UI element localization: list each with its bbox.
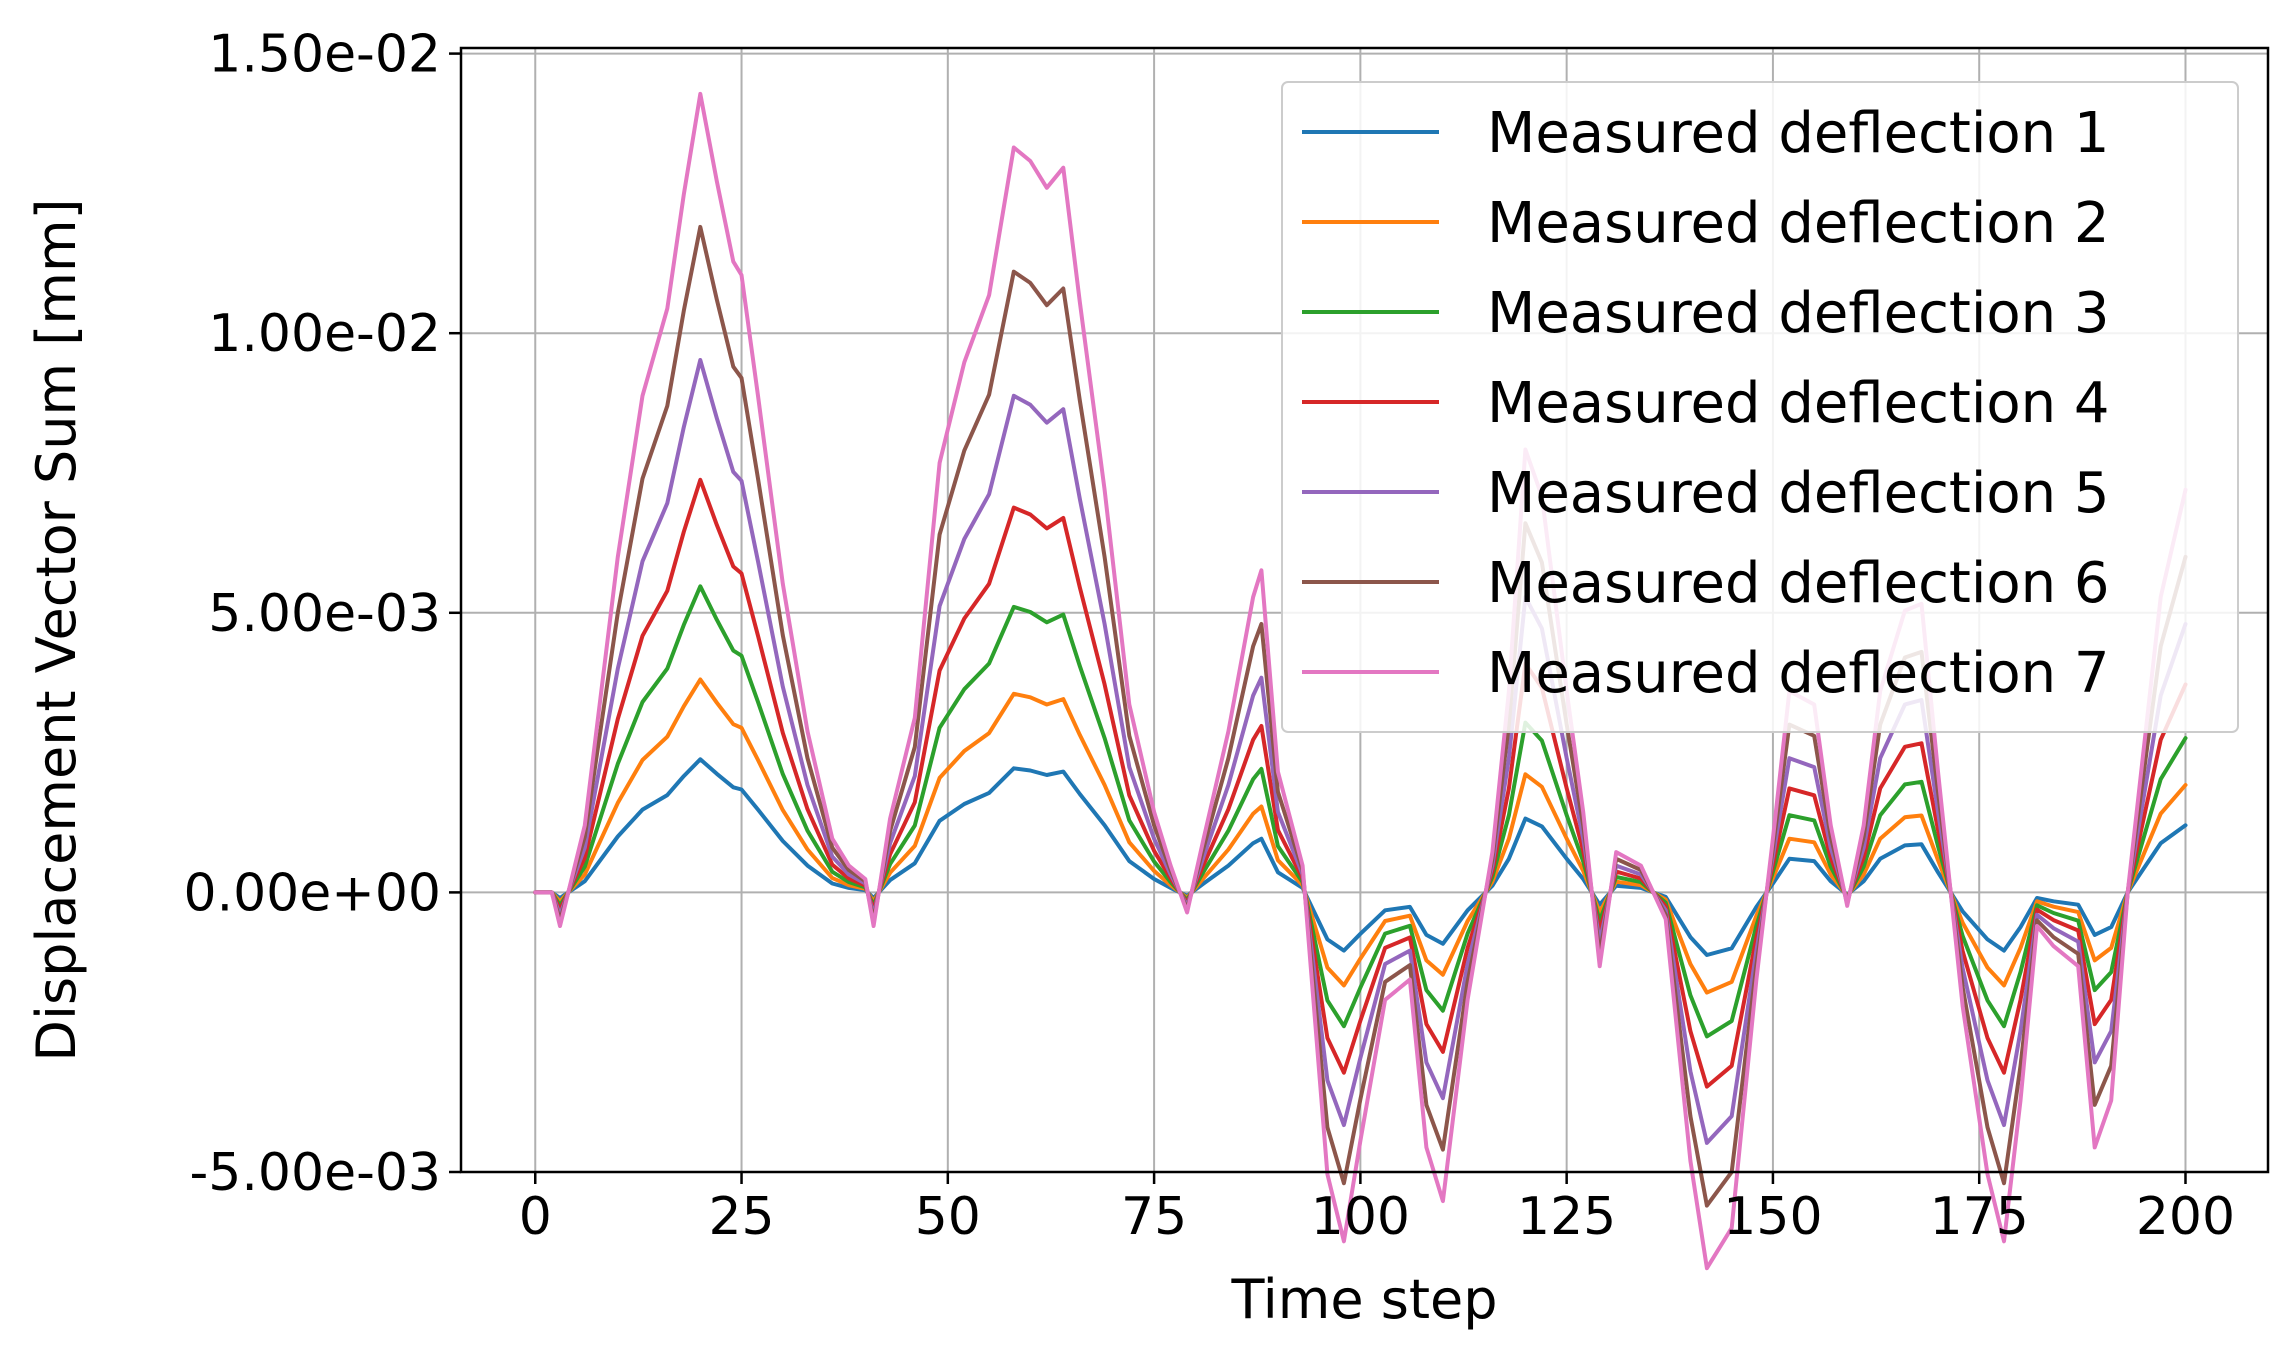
y-tick-label: -5.00e-03 xyxy=(190,1143,441,1203)
legend-label-5: Measured deflection 5 xyxy=(1487,461,2110,526)
legend-label-1: Measured deflection 1 xyxy=(1487,101,2110,166)
x-tick-label: 75 xyxy=(1121,1187,1187,1247)
legend: Measured deflection 1 Measured deflection… xyxy=(1281,81,2239,733)
x-tick-label: 200 xyxy=(2136,1187,2235,1247)
y-axis-title: Displacement Vector Sum [mm] xyxy=(25,198,88,1061)
series-line-2 xyxy=(533,677,2188,995)
series-line-1 xyxy=(533,757,2188,957)
legend-label-3: Measured deflection 3 xyxy=(1487,281,2110,346)
legend-label-4: Measured deflection 4 xyxy=(1487,371,2110,436)
x-tick-label: 0 xyxy=(519,1187,552,1247)
legend-box xyxy=(1281,81,2239,733)
x-axis-title: Time step xyxy=(1230,1268,1497,1331)
series-line-3 xyxy=(533,584,2188,1039)
y-tick-label: 0.00e+00 xyxy=(183,863,441,923)
y-tick-label: 1.00e-02 xyxy=(208,304,441,364)
axis-ticks: 0 25 50 75 100 125 150 175 200 -5.00e-03 0.00e+00 5… xyxy=(183,25,2235,1247)
series-line-4 xyxy=(533,477,2188,1089)
x-tick-label: 100 xyxy=(1311,1187,1410,1247)
x-tick-label: 125 xyxy=(1517,1187,1616,1247)
legend-label-7: Measured deflection 7 xyxy=(1487,641,2110,706)
x-tick-label: 150 xyxy=(1723,1187,1822,1247)
x-tick-label: 25 xyxy=(708,1187,774,1247)
legend-label-2: Measured deflection 2 xyxy=(1487,191,2110,256)
x-tick-label: 50 xyxy=(915,1187,981,1247)
legend-label-6: Measured deflection 6 xyxy=(1487,551,2110,616)
y-tick-label: 1.50e-02 xyxy=(208,25,441,85)
plot-frame xyxy=(459,46,2270,1174)
x-tick-label: 175 xyxy=(1930,1187,2029,1247)
y-tick-label: 5.00e-03 xyxy=(208,584,441,644)
